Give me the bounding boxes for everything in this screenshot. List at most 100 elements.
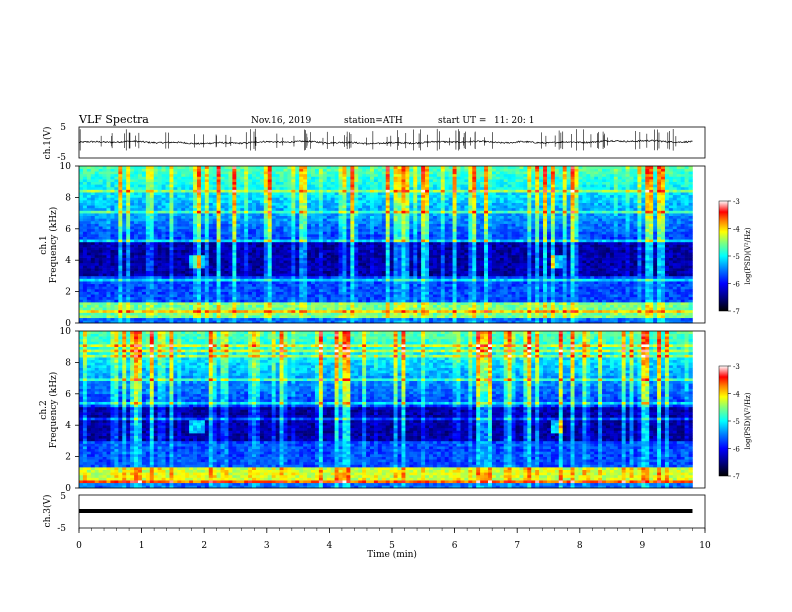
spectrogram-cell [582, 281, 587, 285]
spectrogram-cell [208, 312, 213, 316]
spectrogram-cell [432, 315, 438, 319]
spectrogram-cell [554, 288, 560, 292]
spectrogram-cell [165, 241, 170, 245]
spectrogram-cell [86, 265, 92, 269]
spectrogram-cell [291, 260, 296, 264]
spectrogram-cell [106, 291, 111, 295]
spectrogram-cell [141, 249, 147, 253]
spectrogram-cell [389, 317, 394, 321]
spectrogram-cell [161, 260, 166, 264]
spectrogram-cell [511, 254, 516, 258]
spectrogram-cell [558, 278, 563, 282]
spectrogram-cell [452, 270, 457, 274]
spectrogram-cell [366, 247, 371, 251]
spectrogram-cell [189, 239, 194, 243]
spectrogram-cell [546, 278, 552, 282]
spectrogram-cell [598, 268, 603, 271]
spectrogram-cell [185, 260, 190, 264]
spectrogram-cell [216, 249, 221, 253]
spectrogram-cell [519, 262, 524, 266]
spectrogram-cell [499, 244, 505, 248]
spectrogram-cell [590, 283, 595, 287]
spectrogram-cell [102, 307, 107, 311]
spectrogram-cell [287, 257, 292, 261]
spectrogram-cell [244, 257, 249, 261]
spectrogram-cell [484, 299, 489, 303]
spectrogram-cell [134, 270, 139, 274]
spectrogram-cell [90, 309, 96, 313]
spectrogram-cell [326, 278, 331, 282]
spectrogram-cell [118, 296, 123, 300]
spectrogram-cell [224, 283, 229, 287]
spectrogram-cell [590, 281, 595, 285]
spectrogram-cell [421, 257, 426, 261]
spectrogram-cell [271, 309, 276, 313]
spectrogram-cell [432, 291, 438, 295]
spectrogram-cell [334, 247, 339, 251]
spectrogram-cell [295, 244, 300, 248]
spectrogram-cell [322, 268, 328, 271]
spectrogram-cell [661, 304, 666, 308]
spectrogram-cell [267, 239, 272, 243]
spectrogram-cell [193, 262, 198, 266]
spectrogram-cell [338, 257, 343, 261]
spectrogram-cell [444, 260, 449, 264]
spectrogram-cell [523, 265, 528, 269]
spectrogram-cell [590, 270, 595, 274]
spectrogram-cell [487, 315, 493, 319]
spectrogram-cell [122, 309, 127, 313]
spectrogram-cell [421, 309, 426, 313]
spectrogram-cell [330, 286, 335, 290]
spectrogram-cell [134, 317, 139, 321]
spectrogram-cell [90, 273, 96, 277]
spectrogram-cell [546, 281, 552, 285]
spectrogram-cell [248, 312, 253, 316]
spectrogram-cell [629, 278, 634, 282]
spectrogram-cell [334, 260, 339, 264]
spectrogram-cell [342, 317, 347, 321]
spectrogram-cell [444, 302, 449, 305]
spectrogram-cell [299, 260, 304, 264]
spectrogram-cell [354, 291, 359, 295]
spectrogram-cell [425, 247, 430, 251]
spectrogram-cell [173, 296, 178, 300]
spectrogram-cell [480, 299, 485, 303]
spectrogram-cell [558, 288, 563, 292]
spectrogram-cell [228, 241, 233, 245]
spectrogram-cell [200, 260, 206, 264]
spectrogram-cell [523, 254, 528, 258]
spectrogram-cell [519, 257, 524, 261]
spectrogram-cell [480, 304, 485, 308]
spectrogram-cell [216, 244, 221, 248]
spectrogram-cell [484, 309, 489, 313]
spectrogram-cell [688, 309, 693, 313]
spectrogram-cell [212, 317, 217, 321]
spectrogram-cell [334, 288, 339, 292]
spectrogram-cell [487, 317, 493, 321]
spectrogram-cell [664, 291, 670, 295]
spectrogram-cell [440, 307, 446, 311]
spectrogram-cell [193, 270, 198, 274]
spectrogram-cell [464, 244, 469, 248]
spectrogram-cell [566, 260, 571, 264]
spectrogram-cell [248, 265, 253, 269]
spectrogram-cell [204, 315, 210, 319]
spectrogram-cell [578, 247, 583, 251]
spectrogram-cell [609, 265, 615, 269]
spectrogram-cell [448, 254, 453, 258]
spectrogram-cell [688, 288, 693, 292]
spectrogram-cell [208, 304, 213, 308]
spectrogram-cell [307, 244, 312, 248]
spectrogram-cell [535, 260, 540, 264]
spectrogram-cell [299, 241, 304, 245]
spectrogram-cell [224, 278, 229, 282]
spectrogram-cell [193, 244, 198, 248]
spectrogram-cell [472, 315, 477, 319]
spectrogram-cell [193, 304, 198, 308]
spectrogram-cell [307, 315, 312, 319]
spectrogram-cell [436, 247, 442, 251]
spectrogram-cell [668, 249, 674, 253]
spectrogram-cell [602, 278, 607, 282]
spectrogram-cell [499, 299, 505, 303]
spectrogram-cell [240, 307, 245, 311]
